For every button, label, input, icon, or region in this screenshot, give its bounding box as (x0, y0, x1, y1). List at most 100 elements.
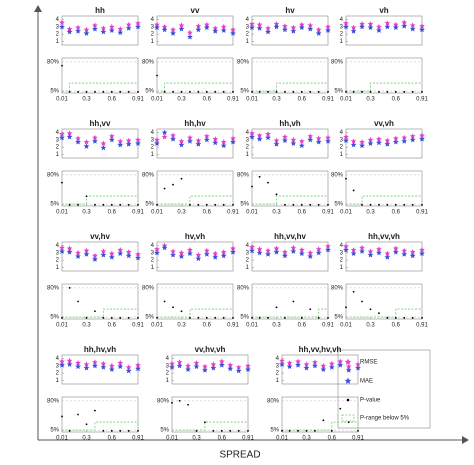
p-value-dot (189, 316, 191, 319)
p-value-dot (292, 300, 295, 303)
x-tick-label: 0.91 (132, 97, 144, 103)
mae-marker (161, 26, 168, 33)
mae-marker (392, 139, 399, 145)
x-tick-label: 0.3 (272, 323, 281, 329)
rmse-marker (59, 358, 65, 364)
mae-marker (419, 136, 425, 142)
rmse-marker (419, 132, 425, 138)
x-tick-label: 0.01 (340, 97, 352, 103)
plot-frame (61, 354, 139, 385)
rmse-marker (117, 359, 124, 366)
p-value-dot (163, 300, 166, 303)
rmse-marker (154, 21, 160, 28)
rmse-marker (227, 362, 234, 368)
plot-frame (251, 15, 329, 46)
mae-marker (117, 141, 124, 148)
plot-frame (61, 57, 139, 94)
x-tick-label: 0.6 (392, 210, 401, 216)
y-tick-label: 4 (151, 17, 155, 23)
mae-marker (161, 129, 168, 136)
x-tick-label: 0.6 (203, 97, 212, 103)
plot-frame (171, 354, 249, 385)
mae-marker (176, 362, 183, 369)
rmse-marker (286, 359, 293, 366)
rmse-marker (376, 246, 382, 252)
p-value-dot (85, 90, 88, 93)
rmse-marker (290, 136, 297, 143)
mae-marker (376, 27, 382, 33)
x-tick-label: 0.3 (177, 323, 186, 329)
rmse-marker (59, 131, 65, 137)
x-tick-label: 0.91 (416, 210, 428, 216)
x-tick-label: 0.91 (416, 323, 428, 329)
mae-marker (320, 366, 327, 372)
rmse-marker (178, 138, 185, 144)
y-tick-label: 4 (246, 17, 250, 23)
rmse-marker (220, 139, 227, 145)
y-tick-label: 2 (246, 145, 250, 151)
mae-marker (265, 251, 271, 257)
mae-marker (195, 255, 202, 262)
panel-title: vv,vh (374, 119, 394, 128)
p-value-dot (222, 90, 225, 93)
mae-marker (307, 136, 314, 143)
rmse-marker (195, 137, 202, 144)
p-value-dot (156, 74, 158, 77)
mae-marker (212, 139, 219, 146)
p-value-dot (237, 429, 240, 432)
p-value-dot (94, 409, 96, 412)
p-value-dot (275, 90, 278, 93)
p-value-dot (309, 90, 312, 93)
mae-marker (203, 251, 210, 257)
p-value-dot (369, 90, 372, 93)
p-value-dot (403, 90, 406, 93)
plot-frame (61, 396, 139, 433)
p-value-dot (288, 429, 291, 432)
p-value-dot (421, 90, 423, 93)
rmse-marker (100, 140, 107, 146)
p-value-dot (137, 429, 139, 432)
mae-marker (230, 249, 236, 255)
p-value-dot (352, 189, 355, 192)
rmse-marker (125, 137, 132, 144)
p-value-dot (222, 316, 225, 319)
p-value-dot (378, 203, 380, 206)
rmse-marker (212, 25, 219, 31)
mae-marker (376, 139, 382, 146)
rmse-marker (66, 130, 73, 136)
rmse-marker (359, 139, 365, 145)
x-tick-label: 0.01 (151, 323, 163, 329)
mae-marker (325, 246, 331, 253)
mae-marker (212, 28, 219, 34)
rmse-marker (295, 358, 301, 364)
mae-marker (220, 27, 227, 33)
p-tick-label: 5% (270, 428, 279, 434)
p-value-dot (204, 421, 206, 424)
rmse-marker (135, 362, 141, 368)
x-tick-label: 0.3 (366, 323, 375, 329)
mae-marker (265, 28, 271, 35)
x-tick-label: 0.3 (177, 210, 186, 216)
plot-frame (156, 283, 234, 320)
mae-marker (295, 362, 301, 368)
rmse-marker (409, 22, 416, 28)
p-range (172, 421, 248, 431)
y-tick-label: 2 (151, 258, 155, 264)
p-value-dot (127, 429, 130, 432)
p-tick-label: 5% (50, 428, 59, 434)
plot-frame (61, 241, 139, 272)
mae-marker (367, 252, 374, 258)
rmse-marker (376, 136, 382, 142)
p-value-dot (102, 429, 105, 432)
y-tick-label: 2 (151, 32, 155, 38)
p-value-dot (421, 203, 423, 206)
rmse-marker (83, 139, 90, 145)
x-tick-label: 0.91 (227, 97, 239, 103)
mae-marker (59, 362, 65, 368)
p-value-dot (119, 316, 122, 319)
mae-marker (298, 250, 305, 257)
x-tick-label: 0.91 (227, 323, 239, 329)
p-value-dot (345, 90, 347, 93)
rmse-marker (325, 134, 331, 141)
mae-marker (100, 252, 107, 258)
